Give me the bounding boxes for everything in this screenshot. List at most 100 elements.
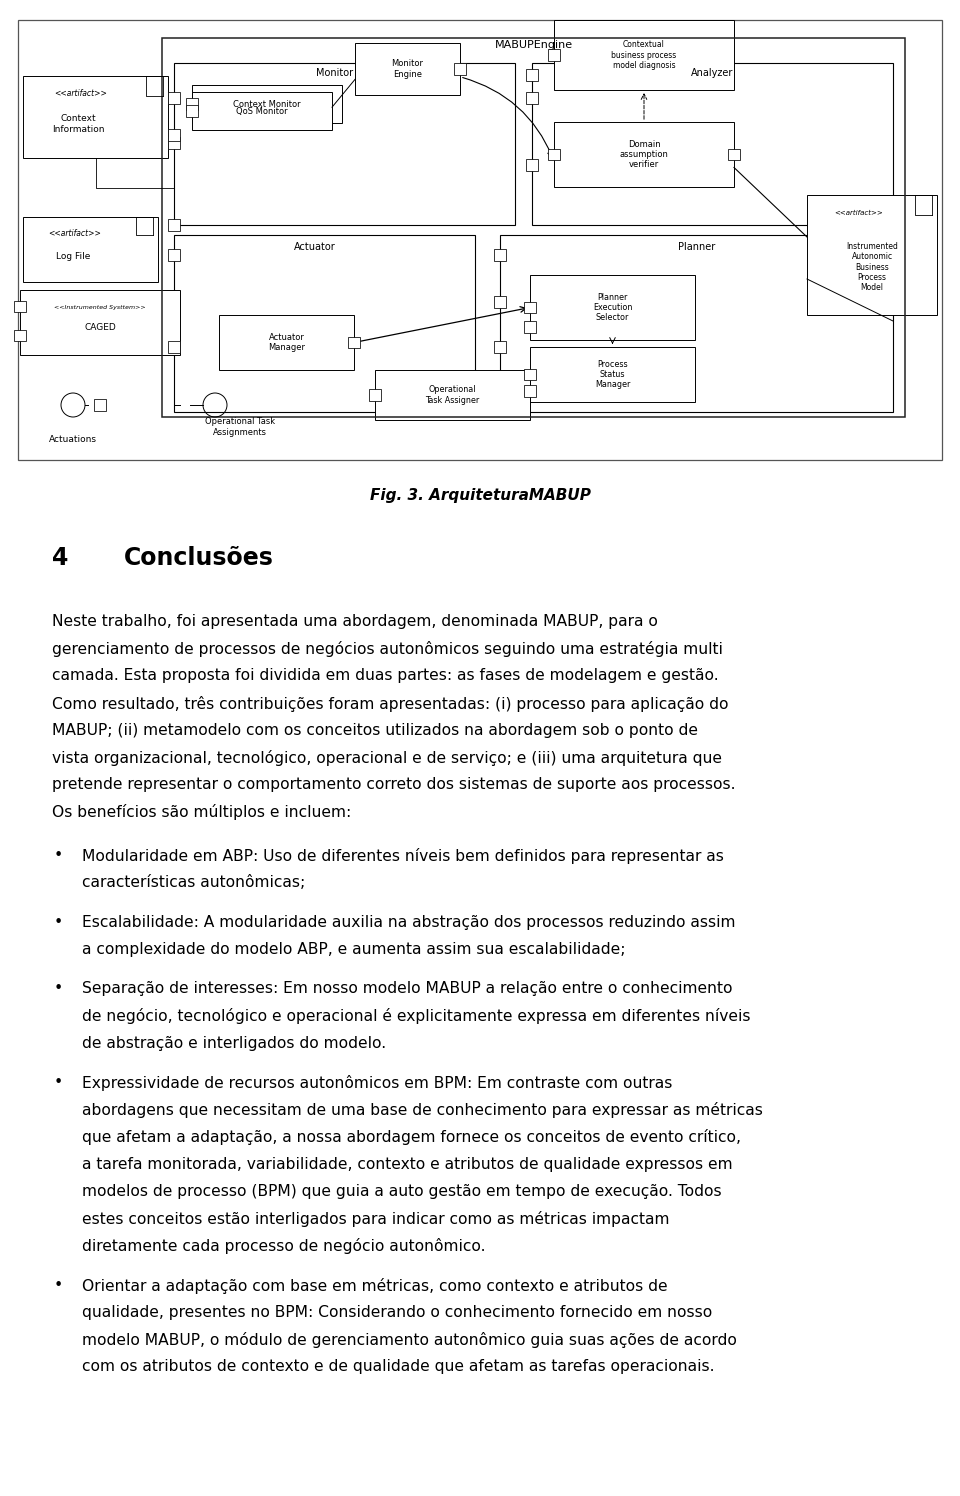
Bar	[370, 389, 381, 401]
Bar	[494, 296, 506, 308]
Text: MABUPEngine: MABUPEngine	[494, 40, 572, 49]
Text: gerenciamento de processos de negócios autonômicos seguindo uma estratégia multi: gerenciamento de processos de negócios a…	[52, 642, 723, 657]
Text: qualidade, presentes no BPM: Considerando o conhecimento fornecido em nosso: qualidade, presentes no BPM: Considerand…	[82, 1305, 712, 1319]
Bar	[186, 99, 198, 109]
Bar	[174, 63, 515, 224]
Text: Instrumented
Autonomic
Business
Process
Model: Instrumented Autonomic Business Process …	[846, 242, 898, 292]
Text: Domain
assumption
verifier: Domain assumption verifier	[619, 139, 668, 169]
Text: modelos de processo (BPM) que guia a auto gestão em tempo de execução. Todos: modelos de processo (BPM) que guia a aut…	[82, 1183, 722, 1198]
Bar	[524, 322, 536, 332]
Bar	[174, 235, 475, 411]
Text: •: •	[54, 1278, 63, 1293]
Bar	[554, 123, 734, 187]
Text: Context
Information: Context Information	[52, 114, 105, 133]
Text: abordagens que necessitam de uma base de conhecimento para expressar as métricas: abordagens que necessitam de uma base de…	[82, 1103, 763, 1118]
Bar	[526, 159, 538, 171]
Bar	[192, 85, 342, 123]
Text: Planner
Execution
Selector: Planner Execution Selector	[593, 293, 633, 323]
Text: Log File: Log File	[56, 251, 90, 260]
Bar	[94, 399, 106, 411]
Bar	[526, 93, 538, 103]
Bar	[526, 69, 538, 81]
Text: Monitor
Engine: Monitor Engine	[392, 60, 423, 79]
Text: que afetam a adaptação, a nossa abordagem fornece os conceitos de evento crítico: que afetam a adaptação, a nossa abordage…	[82, 1129, 741, 1146]
Bar	[168, 138, 180, 148]
Text: Actuations: Actuations	[49, 434, 97, 443]
Text: Os benefícios são múltiplos e incluem:: Os benefícios são múltiplos e incluem:	[52, 805, 351, 820]
Bar	[524, 386, 536, 396]
Text: Como resultado, três contribuições foram apresentadas: (i) processo para aplicaç: Como resultado, três contribuições foram…	[52, 696, 729, 712]
Bar	[554, 19, 734, 90]
Bar	[168, 250, 180, 260]
Text: Separação de interesses: Em nosso modelo MABUP a relação entre o conhecimento: Separação de interesses: Em nosso modelo…	[82, 981, 732, 996]
Text: camada. Esta proposta foi dividida em duas partes: as fases de modelagem e gestã: camada. Esta proposta foi dividida em du…	[52, 669, 719, 684]
Text: 4: 4	[52, 546, 68, 570]
Text: •: •	[54, 848, 63, 863]
Text: Operational
Task Assigner: Operational Task Assigner	[425, 386, 480, 405]
Text: modelo MABUP, o módulo de gerenciamento autonômico guia suas ações de acordo: modelo MABUP, o módulo de gerenciamento …	[82, 1331, 737, 1348]
Text: Expressividade de recursos autonômicos em BPM: Em contraste com outras: Expressividade de recursos autonômicos e…	[82, 1076, 672, 1091]
Text: CAGED: CAGED	[84, 323, 116, 332]
Bar	[729, 148, 740, 160]
Bar	[168, 220, 180, 230]
Text: <<artifact>>: <<artifact>>	[834, 209, 883, 215]
Bar	[23, 217, 158, 283]
Text: QoS Monitor: QoS Monitor	[236, 106, 288, 115]
Bar	[20, 290, 180, 355]
Text: Planner: Planner	[678, 242, 715, 251]
Bar	[532, 63, 893, 224]
Bar	[375, 370, 530, 420]
Bar	[530, 347, 695, 402]
Bar	[500, 235, 893, 411]
Bar	[807, 194, 937, 316]
Text: Contextual
business process
model diagnosis: Contextual business process model diagno…	[612, 40, 677, 70]
Text: Process
Status
Manager: Process Status Manager	[595, 359, 630, 389]
Text: Monitor: Monitor	[316, 67, 353, 78]
Bar	[192, 91, 332, 130]
Text: de negócio, tecnológico e operacional é explicitamente expressa em diferentes ní: de negócio, tecnológico e operacional é …	[82, 1008, 751, 1025]
Text: Fig. 3. ArquiteturaMABUP: Fig. 3. ArquiteturaMABUP	[370, 488, 590, 503]
Text: Actuator: Actuator	[294, 242, 335, 251]
Text: com os atributos de contexto e de qualidade que afetam as tarefas operacionais.: com os atributos de contexto e de qualid…	[82, 1360, 714, 1375]
Text: •: •	[54, 914, 63, 929]
Text: Conclusões: Conclusões	[124, 546, 274, 570]
Bar	[219, 316, 354, 370]
Text: Analyzer: Analyzer	[691, 67, 733, 78]
Bar	[23, 76, 168, 159]
Text: a complexidade do modelo ABP, e aumenta assim sua escalabilidade;: a complexidade do modelo ABP, e aumenta …	[82, 942, 626, 957]
Text: vista organizacional, tecnológico, operacional e de serviço; e (iii) uma arquite: vista organizacional, tecnológico, opera…	[52, 749, 722, 766]
Bar	[494, 250, 506, 260]
Text: <<artifact>>: <<artifact>>	[49, 229, 102, 238]
Bar	[548, 49, 560, 61]
Bar	[355, 43, 460, 96]
Text: Actuator
Manager: Actuator Manager	[268, 332, 305, 352]
Text: <<artifact>>: <<artifact>>	[55, 88, 108, 97]
Bar	[18, 19, 942, 459]
Bar	[524, 302, 536, 313]
Bar	[14, 329, 26, 341]
Text: •: •	[54, 981, 63, 996]
Text: diretamente cada processo de negócio autonômico.: diretamente cada processo de negócio aut…	[82, 1239, 486, 1254]
Text: características autonômicas;: características autonômicas;	[82, 875, 305, 890]
Text: Context Monitor: Context Monitor	[233, 100, 300, 109]
Text: •: •	[54, 1076, 63, 1091]
Text: estes conceitos estão interligados para indicar como as métricas impactam: estes conceitos estão interligados para …	[82, 1212, 669, 1227]
Text: Orientar a adaptação com base em métricas, como contexto e atributos de: Orientar a adaptação com base em métrica…	[82, 1278, 667, 1294]
Text: Operational Task
Assignments: Operational Task Assignments	[204, 417, 276, 437]
Bar	[186, 105, 198, 117]
Bar	[548, 148, 560, 160]
Bar	[14, 301, 26, 313]
Text: Modularidade em ABP: Uso de diferentes níveis bem definidos para representar as: Modularidade em ABP: Uso de diferentes n…	[82, 848, 724, 863]
Bar	[162, 37, 905, 417]
Text: a tarefa monitorada, variabilidade, contexto e atributos de qualidade expressos : a tarefa monitorada, variabilidade, cont…	[82, 1156, 732, 1171]
Bar	[494, 341, 506, 353]
Bar	[168, 93, 180, 103]
Text: Neste trabalho, foi apresentada uma abordagem, denominada MABUP, para o: Neste trabalho, foi apresentada uma abor…	[52, 613, 658, 628]
Bar	[524, 368, 536, 380]
Bar	[168, 129, 180, 141]
Bar	[530, 275, 695, 340]
Bar	[348, 337, 360, 349]
Text: pretende representar o comportamento correto dos sistemas de suporte aos process: pretende representar o comportamento cor…	[52, 778, 735, 793]
Text: Escalabilidade: A modularidade auxilia na abstração dos processos reduzindo assi: Escalabilidade: A modularidade auxilia n…	[82, 914, 735, 929]
Bar	[168, 341, 180, 353]
